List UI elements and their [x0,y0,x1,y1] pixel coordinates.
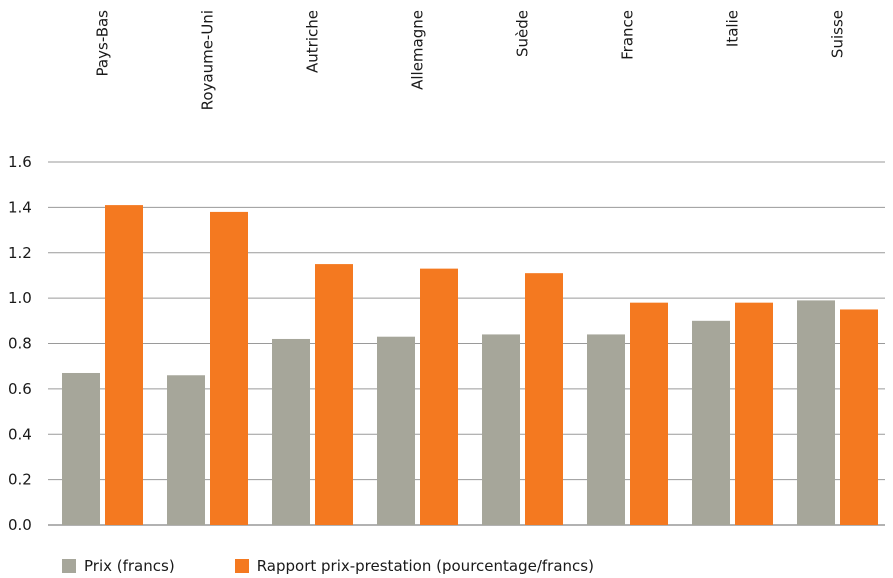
y-tick-label: 0.0 [8,516,32,534]
legend-swatch-rapport [234,559,249,573]
bar-prix [797,300,835,525]
category-label: Autriche [304,10,322,73]
category-label: Royaume-Uni [199,10,217,110]
y-tick-label: 1.2 [8,244,32,262]
bar-rapport [105,205,143,525]
bar-prix [272,338,310,525]
category-label: Pays-Bas [94,10,112,77]
legend-item-rapport: Rapport prix-prestation (pourcentage/fra… [234,557,594,575]
legend-label-prix: Prix (francs) [84,557,175,575]
y-axis-tick-labels: 0.0 0.2 0.4 0.6 0.8 1.0 1.2 1.4 1.6 [8,153,32,534]
legend-swatch-prix [62,559,76,573]
bar-rapport [630,302,668,525]
bars [62,205,878,525]
legend-label-rapport: Rapport prix-prestation (pourcentage/fra… [256,557,594,575]
y-tick-label: 1.6 [8,153,32,171]
bar-rapport [420,268,458,525]
legend-item-prix: Prix (francs) [62,557,175,575]
bar-prix [482,334,520,525]
category-label: Suisse [829,10,847,58]
bar-rapport [735,302,773,525]
bar-rapport [525,273,563,525]
bar-prix [692,320,730,525]
y-tick-label: 1.4 [8,198,32,216]
y-tick-label: 1.0 [8,289,32,307]
category-labels: Pays-Bas Royaume-Uni Autriche Allemagne Suèd… [94,10,847,111]
bar-prix [62,372,100,525]
bar-rapport [315,264,353,525]
y-tick-label: 0.6 [8,380,32,398]
bar-prix [377,336,415,525]
category-label: Allemagne [409,10,427,90]
bar-rapport [210,211,248,525]
bar-prix [167,375,205,525]
y-tick-label: 0.2 [8,471,32,489]
legend: Prix (francs) Rapport prix-prestation (p… [62,556,594,576]
bar-prix [587,334,625,525]
category-label: Italie [724,10,742,47]
bar-rapport [840,309,878,525]
y-tick-label: 0.4 [8,425,32,443]
category-label: Suède [514,10,532,57]
category-label: France [619,10,637,60]
y-tick-label: 0.8 [8,335,32,353]
